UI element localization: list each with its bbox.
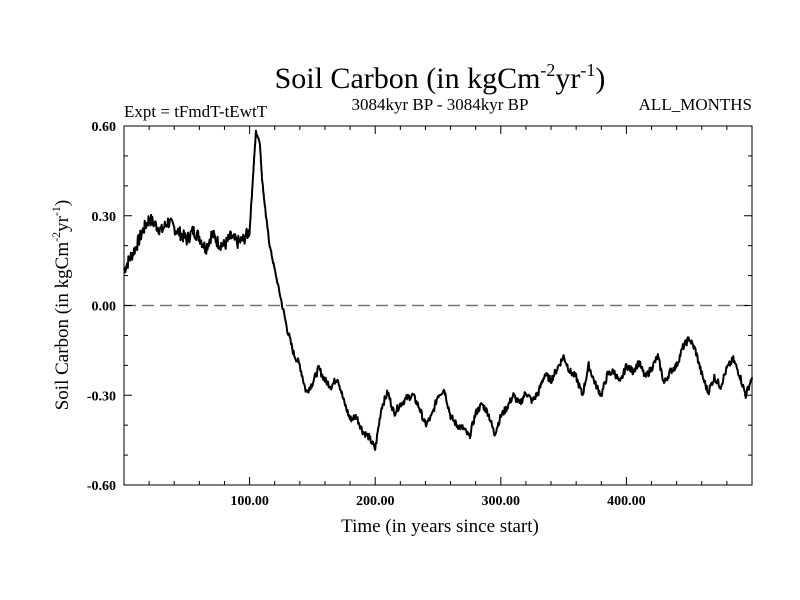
- months-label: ALL_MONTHS: [639, 95, 752, 114]
- x-tick-label: 400.00: [607, 494, 646, 509]
- axis-tick-labels: 100.00 200.00 300.00 400.00 0.60 0.30 0.00 -0.3…: [87, 120, 646, 509]
- x-axis-label: Time (in years since start): [341, 516, 539, 537]
- x-tick-label: 100.00: [230, 494, 269, 509]
- y-tick-label: 0.30: [92, 210, 117, 225]
- chart-title: Soil Carbon (in kgCm-2yr-1): [275, 60, 606, 95]
- soil-carbon-series-line: [123, 129, 753, 451]
- x-tick-label: 300.00: [482, 494, 521, 509]
- y-axis-label: Soil Carbon (in kgCm-2yr-1): [49, 200, 73, 411]
- period-label: 3084kyr BP - 3084kyr BP: [352, 95, 529, 114]
- axis-ticks: [124, 126, 752, 485]
- y-tick-label: -0.30: [87, 389, 116, 404]
- experiment-label: Expt = tFmdT-tEwtT: [124, 102, 268, 121]
- y-tick-label: -0.60: [87, 479, 116, 494]
- y-tick-label: 0.00: [92, 300, 117, 315]
- y-tick-label: 0.60: [92, 120, 117, 135]
- x-tick-label: 200.00: [356, 494, 395, 509]
